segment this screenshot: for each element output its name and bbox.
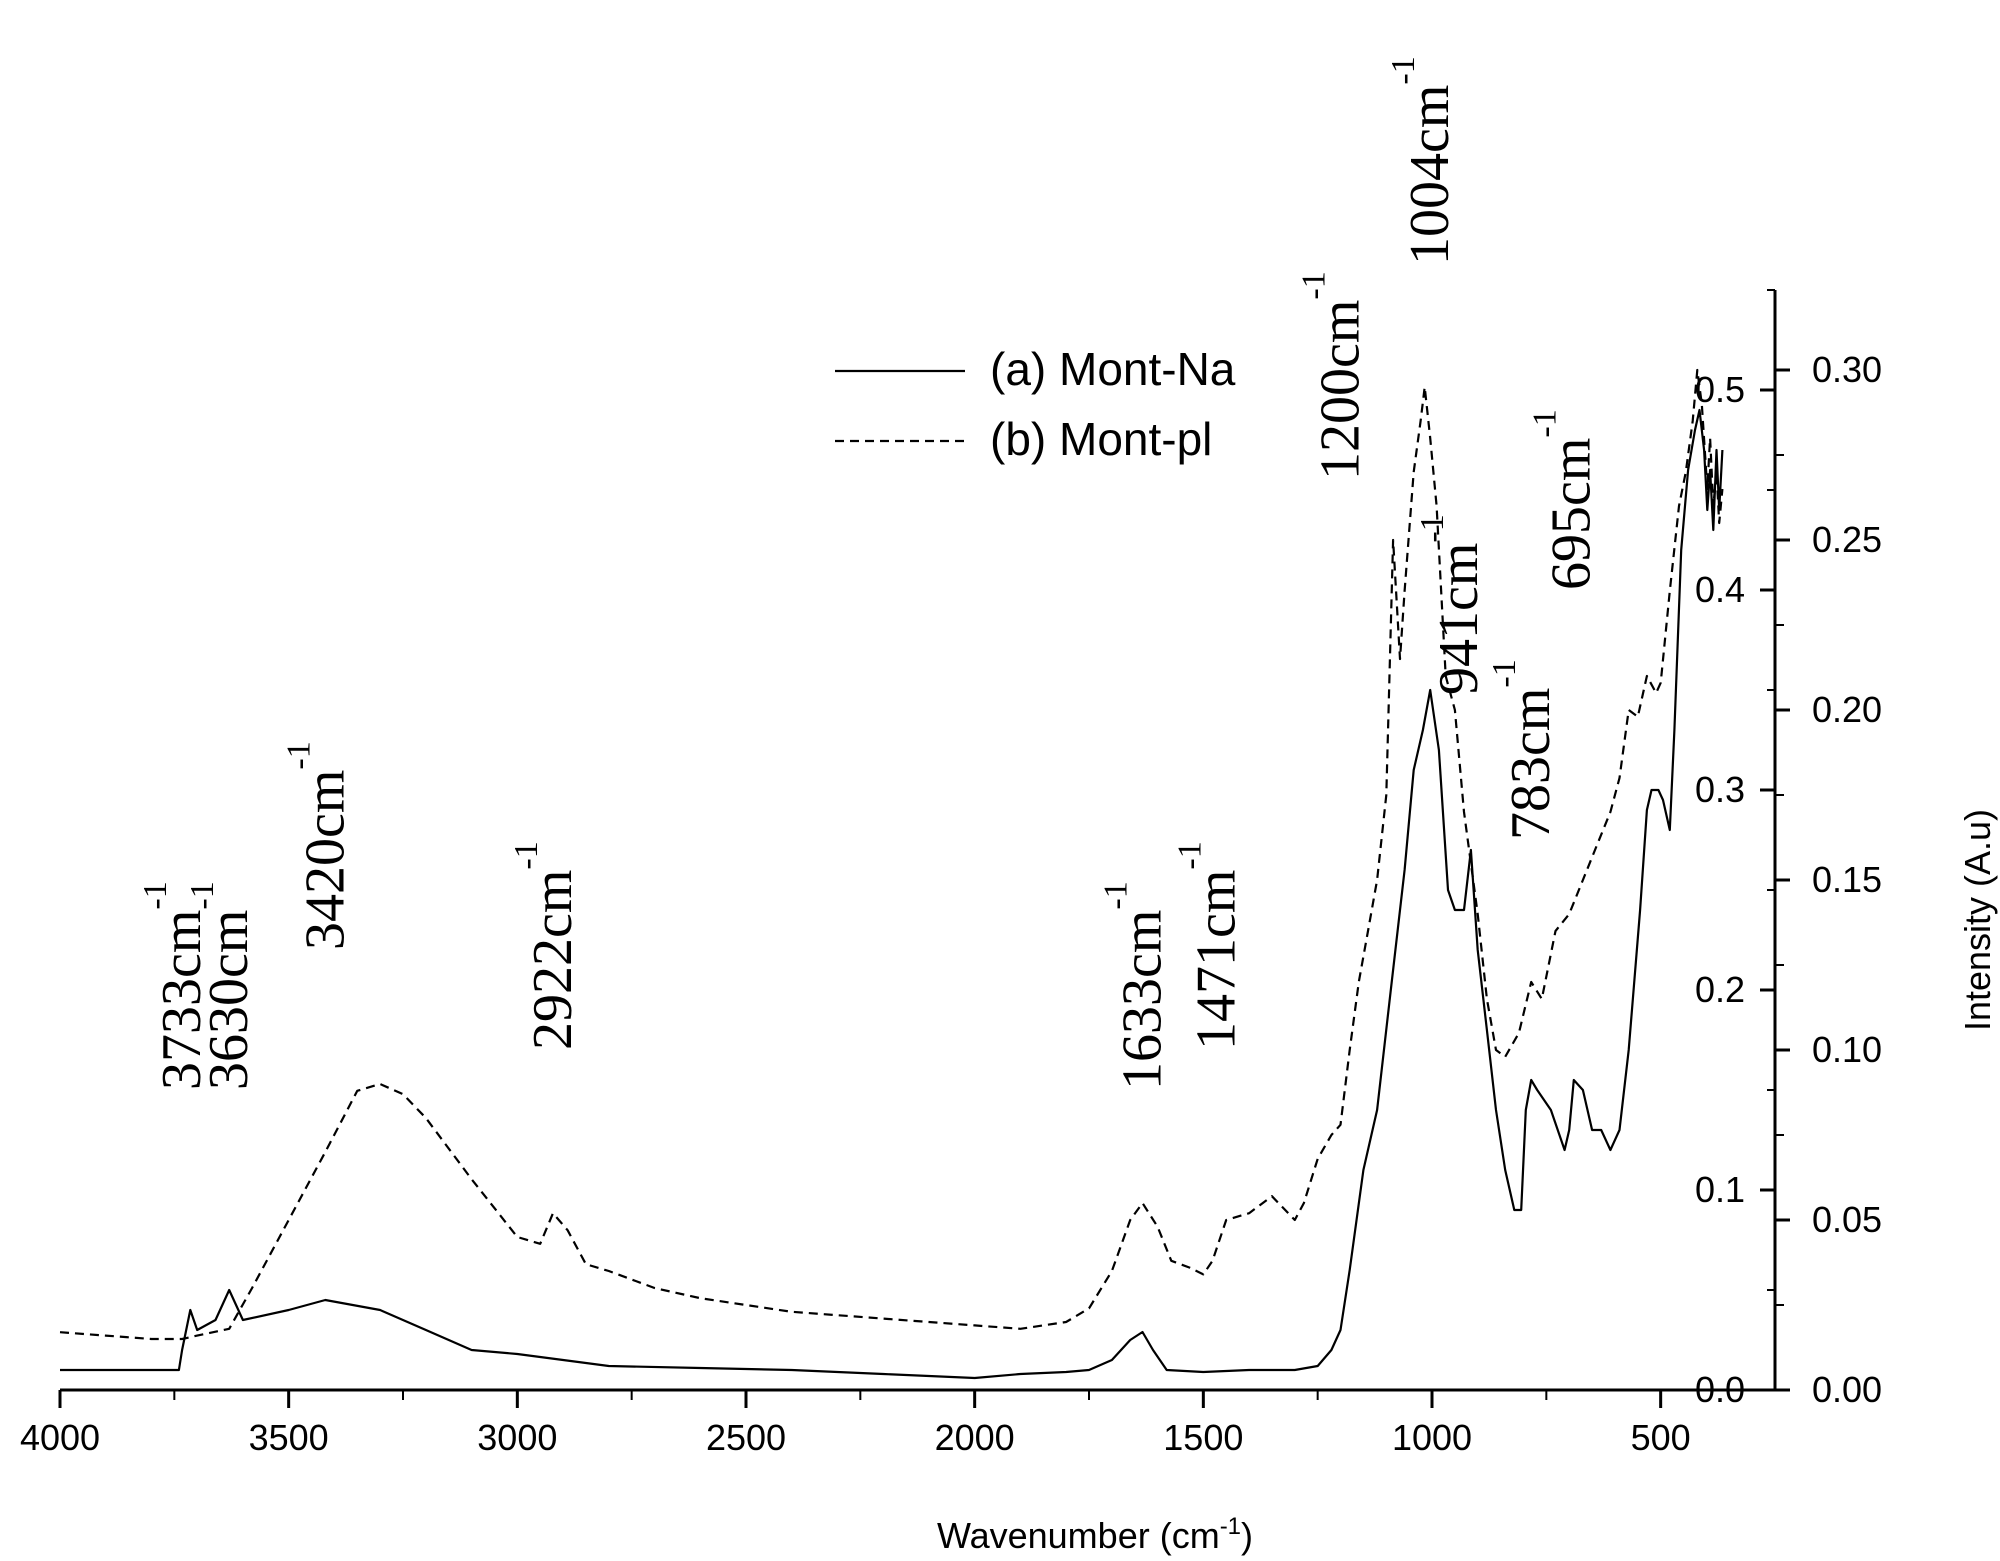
right-y-axis: 0.00 0.05 0.10 0.15 0.20 0.25 0.30 <box>1775 349 1882 1410</box>
peak-annotation-sup: -1 <box>1098 881 1135 909</box>
peak-annotation-sup: -1 <box>280 741 317 769</box>
peak-annotation-label: 941cm-1 <box>1414 514 1490 695</box>
peak-annotation: 3420cm-1 <box>280 741 356 950</box>
peak-annotation-value: 783cm <box>1500 688 1562 840</box>
peak-annotation-value: 3420cm <box>294 770 356 950</box>
peak-annotation-sup: -1 <box>508 841 545 869</box>
peak-annotation-value: 3733cm <box>151 910 213 1090</box>
x-tick-label: 2500 <box>706 1417 786 1458</box>
x-tick-label: 2000 <box>935 1417 1015 1458</box>
peak-annotation: 941cm-1 <box>1414 514 1490 695</box>
left-y-tick-label: 0.2 <box>1695 969 1745 1010</box>
left-y-tick-label: 0.1 <box>1695 1169 1745 1210</box>
peak-annotation-label: 783cm-1 <box>1486 659 1562 840</box>
left-y-tick-label: 0.3 <box>1695 769 1745 810</box>
peak-annotation: 783cm-1 <box>1486 659 1562 840</box>
peak-annotation-label: 1471cm-1 <box>1172 841 1248 1050</box>
x-axis-title-main: Wavenumber (cm <box>937 1515 1220 1556</box>
series-line-mont-na <box>60 408 1724 1380</box>
right-y-axis-title: Intensity (A.u) <box>1957 809 1998 1031</box>
series-line-mont-pl <box>59 368 1724 1341</box>
x-tick-label: 1000 <box>1392 1417 1472 1458</box>
peak-annotation-label: 1633cm-1 <box>1098 881 1174 1090</box>
peak-annotation-value: 1200cm <box>1310 300 1372 480</box>
x-tick-label: 3500 <box>249 1417 329 1458</box>
peak-annotation-value: 1004cm <box>1399 85 1461 265</box>
left-y-tick-label: 0.0 <box>1695 1369 1745 1410</box>
peak-annotation-label: 1200cm-1 <box>1296 271 1372 480</box>
peak-annotation: 1633cm-1 <box>1098 881 1174 1090</box>
peak-annotation-value: 3630cm <box>198 910 260 1090</box>
legend-label: (b) Mont-pl <box>990 413 1212 465</box>
left-y-axis: 0.0 0.1 0.2 0.3 0.4 0.5 <box>1695 289 1777 1410</box>
peak-annotation: 1200cm-1 <box>1296 271 1372 480</box>
peak-annotation-label: 3630cm-1 <box>184 881 260 1090</box>
peak-annotation-sup: -1 <box>1414 514 1451 542</box>
right-y-tick-label: 0.15 <box>1812 859 1882 900</box>
peak-annotation: 3733cm-1 <box>137 881 213 1090</box>
peak-annotation-sup: -1 <box>184 881 221 909</box>
peak-annotation-label: 3733cm-1 <box>137 881 213 1090</box>
x-axis-title: Wavenumber (cm-1) <box>937 1513 1253 1556</box>
x-tick-label: 500 <box>1631 1417 1691 1458</box>
left-y-tick-label: 0.4 <box>1695 569 1745 610</box>
peak-annotation-sup: -1 <box>1172 841 1209 869</box>
x-axis-title-sup: -1 <box>1220 1513 1241 1540</box>
right-y-tick-label: 0.30 <box>1812 349 1882 390</box>
left-y-tick-label: 0.5 <box>1695 369 1745 410</box>
x-tick-label: 4000 <box>20 1417 100 1458</box>
peak-annotation: 695cm-1 <box>1526 409 1602 590</box>
series-layer <box>59 368 1724 1380</box>
peak-annotation-label: 3420cm-1 <box>280 741 356 950</box>
peak-annotation-sup: -1 <box>1526 409 1563 437</box>
peak-annotation-sup: -1 <box>137 881 174 909</box>
peak-annotation-value: 1471cm <box>1186 870 1248 1050</box>
right-y-tick-label: 0.10 <box>1812 1029 1882 1070</box>
right-y-tick-label: 0.25 <box>1812 519 1882 560</box>
right-y-tick-label: 0.20 <box>1812 689 1882 730</box>
x-axis: 4000 3500 3000 2500 2000 1500 1000 500 <box>20 1390 1691 1458</box>
peak-annotation-label: 1004cm-1 <box>1385 56 1461 265</box>
peak-annotation: 1471cm-1 <box>1172 841 1248 1050</box>
peak-annotation-label: 695cm-1 <box>1526 409 1602 590</box>
peak-annotation: 3630cm-1 <box>184 881 260 1090</box>
x-tick-label: 1500 <box>1163 1417 1243 1458</box>
peak-annotation-value: 2922cm <box>522 870 584 1050</box>
peak-annotation: 2922cm-1 <box>508 841 584 1050</box>
legend: (a) Mont-Na (b) Mont-pl <box>835 343 1236 465</box>
peak-annotation-sup: -1 <box>1296 271 1333 299</box>
x-axis-title-end: ) <box>1241 1515 1253 1556</box>
peak-annotation-sup: -1 <box>1486 659 1523 687</box>
legend-label: (a) Mont-Na <box>990 343 1236 395</box>
peak-annotation: 1004cm-1 <box>1385 56 1461 265</box>
right-y-tick-label: 0.05 <box>1812 1199 1882 1240</box>
peak-annotation-value: 1633cm <box>1112 910 1174 1090</box>
peak-annotation-label: 2922cm-1 <box>508 841 584 1050</box>
peak-annotation-sup: -1 <box>1385 56 1422 84</box>
right-y-tick-label: 0.00 <box>1812 1369 1882 1410</box>
x-tick-label: 3000 <box>477 1417 557 1458</box>
peak-annotation-value: 941cm <box>1428 543 1490 695</box>
peak-annotation-value: 695cm <box>1540 438 1602 590</box>
